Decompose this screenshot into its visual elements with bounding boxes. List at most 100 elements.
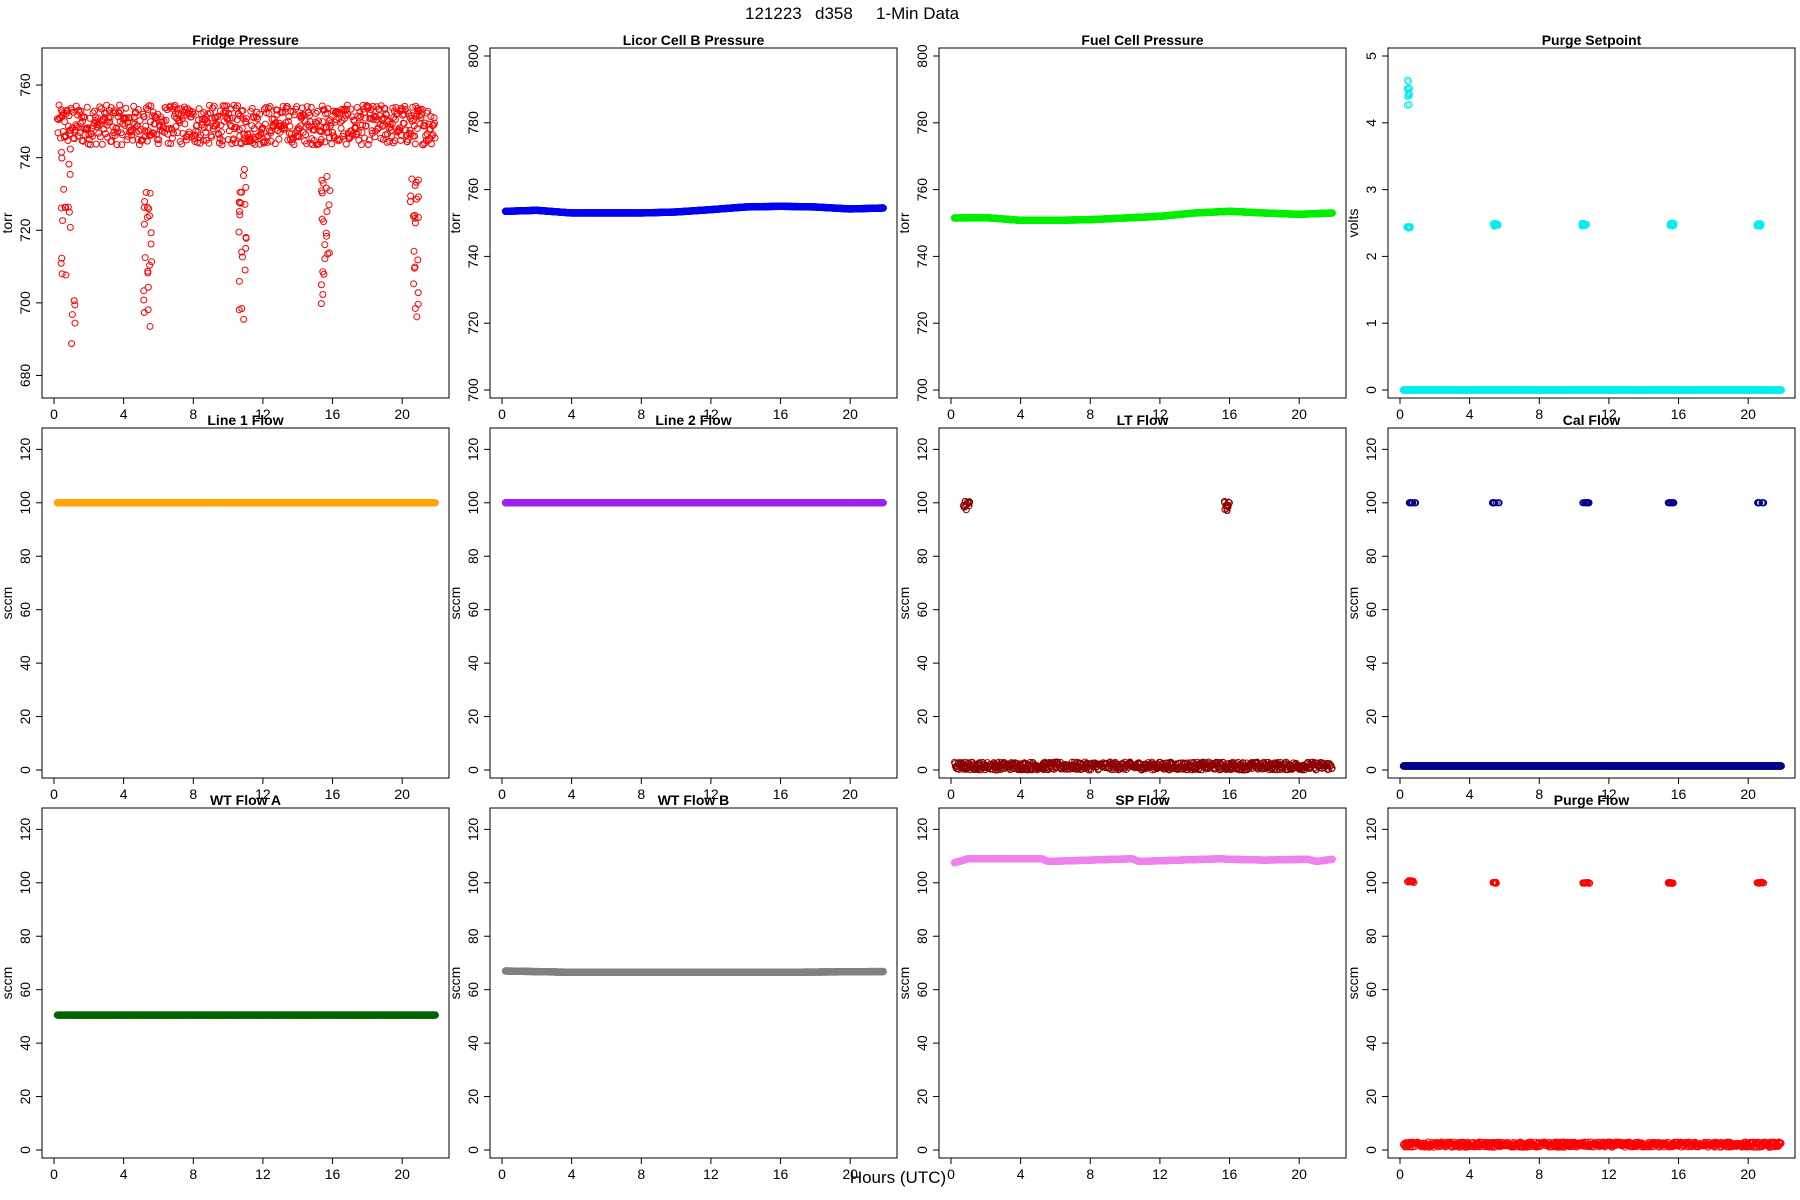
data-point — [397, 104, 405, 112]
data-point — [130, 113, 138, 121]
data-point — [147, 229, 155, 237]
y-axis-label: sccm — [447, 587, 463, 620]
y-tick-label: 20 — [465, 709, 481, 725]
data-point — [64, 136, 72, 144]
y-tick-label: 40 — [465, 655, 481, 671]
data-point — [58, 148, 66, 156]
data-point — [311, 118, 319, 126]
data-point — [271, 140, 279, 148]
data-point — [261, 120, 269, 128]
data-point — [83, 103, 91, 111]
x-tick-label: 16 — [1222, 406, 1238, 422]
data-point — [88, 132, 96, 140]
y-tick-label: 0 — [17, 766, 33, 774]
data-point — [306, 118, 314, 126]
data-point — [140, 220, 148, 228]
data-point — [422, 136, 430, 144]
data-point — [59, 217, 67, 225]
chart-panel: Licor Cell B Pressuretorr700720740760780… — [447, 32, 898, 422]
data-point — [235, 208, 243, 216]
data-point — [171, 101, 179, 109]
data-point — [326, 187, 334, 195]
x-tick-label: 12 — [255, 406, 271, 422]
data-point — [430, 121, 438, 129]
data-point — [235, 306, 243, 314]
y-tick-label: 1 — [1363, 319, 1379, 327]
data-point — [409, 212, 417, 220]
data-point — [79, 137, 87, 145]
x-tick-label: 20 — [842, 786, 858, 802]
data-point — [327, 119, 335, 127]
data-point — [79, 117, 87, 125]
data-point — [102, 130, 110, 138]
data-point — [65, 160, 73, 168]
panel-title: Purge Setpoint — [1542, 32, 1642, 48]
data-point — [146, 189, 154, 197]
y-axis-label: volts — [1345, 209, 1361, 238]
data-point — [398, 132, 406, 140]
data-point — [275, 135, 283, 143]
data-point — [58, 254, 66, 262]
data-point — [239, 107, 247, 115]
data-point — [414, 256, 422, 264]
data-point — [411, 304, 419, 312]
data-point — [263, 133, 271, 141]
data-point — [407, 130, 415, 138]
data-point — [205, 139, 213, 147]
data-point — [235, 228, 243, 236]
data-point — [362, 122, 370, 130]
data-point — [68, 311, 76, 319]
data-point — [66, 145, 74, 153]
y-axis-label: torr — [0, 212, 15, 233]
data-point — [94, 114, 102, 122]
data-point — [329, 107, 337, 115]
y-tick-label: 800 — [465, 44, 481, 68]
data-point — [298, 104, 306, 112]
data-point — [203, 119, 211, 127]
data-point — [322, 229, 330, 237]
data-point — [200, 123, 208, 131]
data-point — [256, 110, 264, 118]
data-point — [260, 105, 268, 113]
y-tick-label: 0 — [465, 766, 481, 774]
data-point — [162, 116, 170, 124]
x-tick-label: 16 — [1671, 406, 1687, 422]
data-point — [65, 208, 73, 216]
y-tick-label: 100 — [465, 491, 481, 515]
x-tick-label: 16 — [773, 406, 789, 422]
y-axis-label: sccm — [0, 587, 15, 620]
data-point — [208, 133, 216, 141]
x-tick-label: 4 — [1017, 406, 1025, 422]
data-point — [238, 107, 246, 115]
data-point — [68, 106, 76, 114]
y-tick-label: 780 — [914, 111, 930, 135]
data-point — [879, 204, 887, 212]
figure-heading: 121223 d358 1-Min Data — [745, 4, 960, 23]
data-point — [169, 129, 177, 137]
y-tick-label: 720 — [465, 311, 481, 335]
x-tick-label: 12 — [703, 406, 719, 422]
data-point — [242, 234, 250, 242]
data-point — [321, 255, 329, 263]
data-point — [241, 266, 249, 274]
y-tick-label: 3 — [1363, 185, 1379, 193]
x-tick-label: 8 — [637, 786, 645, 802]
data-point — [410, 280, 418, 288]
data-point — [273, 111, 281, 119]
y-tick-label: 800 — [914, 44, 930, 68]
data-point — [323, 172, 331, 180]
y-tick-label: 4 — [1363, 119, 1379, 127]
data-points — [1399, 76, 1785, 394]
data-point — [321, 241, 329, 249]
data-point — [58, 113, 66, 121]
data-point — [58, 270, 66, 278]
data-point — [323, 232, 331, 240]
data-point — [358, 121, 366, 129]
data-point — [283, 103, 291, 111]
data-point — [355, 114, 363, 122]
data-point — [401, 102, 409, 110]
data-point — [141, 254, 149, 262]
panel-title: Line 1 Flow — [207, 412, 283, 428]
data-point — [60, 185, 68, 193]
data-point — [229, 135, 237, 143]
